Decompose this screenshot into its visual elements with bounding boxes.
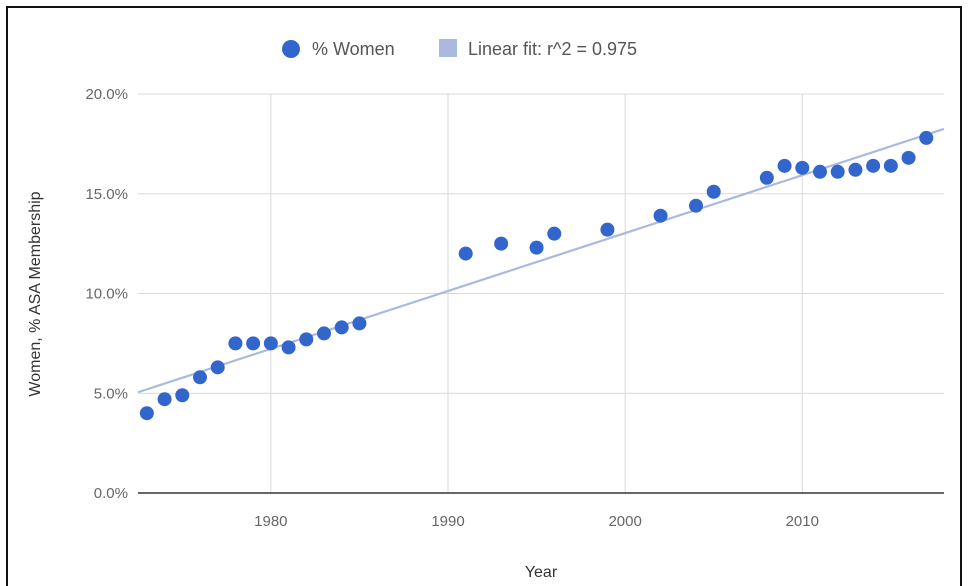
data-point: [263, 336, 278, 351]
data-point: [866, 158, 881, 173]
data-point: [352, 316, 367, 331]
data-point: [901, 150, 916, 165]
data-point: [600, 222, 615, 237]
y-axis-title: Women, % ASA Membership: [27, 191, 44, 396]
data-point: [813, 164, 827, 179]
data-point: [848, 162, 863, 177]
data-point: [653, 208, 668, 223]
grid-lines: [138, 93, 944, 493]
data-point: [458, 246, 473, 261]
y-tick-label: 15.0%: [85, 186, 128, 203]
data-point: [689, 198, 703, 213]
axes: 0.0% 5.0% 10.0% 15.0% 20.0% 1980 1990 2000 2010: [85, 86, 944, 530]
data-point: [529, 240, 544, 255]
data-point: [299, 332, 314, 347]
data-point: [777, 158, 792, 173]
data-point: [210, 360, 225, 375]
data-point: [157, 392, 172, 407]
legend-label-women: % Women: [312, 39, 395, 59]
data-point: [494, 236, 509, 251]
data-point: [706, 184, 721, 199]
data-point: [919, 130, 934, 145]
data-point: [795, 160, 810, 175]
x-tick-label: 1990: [431, 513, 464, 530]
x-tick-label: 1980: [254, 513, 287, 530]
data-point: [193, 370, 207, 385]
y-tick-label: 0.0%: [94, 485, 128, 502]
x-axis-title: Year: [525, 564, 558, 580]
data-point: [139, 406, 154, 421]
data-point: [547, 226, 562, 241]
data-point: [175, 388, 190, 403]
y-tick-label: 20.0%: [85, 86, 128, 103]
data-point: [759, 170, 774, 185]
data-point: [830, 164, 845, 179]
y-tick-label: 5.0%: [94, 385, 128, 402]
legend-marker-women: [282, 40, 300, 58]
legend: % Women Linear fit: r^2 = 0.975: [282, 39, 637, 59]
legend-label-linear-fit: Linear fit: r^2 = 0.975: [468, 39, 637, 59]
data-point: [883, 158, 898, 173]
data-point: [334, 320, 349, 335]
data-point: [317, 326, 331, 341]
legend-marker-linear-fit: [439, 39, 457, 57]
data-points: [139, 130, 934, 421]
data-point: [281, 340, 296, 355]
y-tick-label: 10.0%: [85, 286, 128, 303]
data-point: [246, 336, 261, 351]
x-tick-label: 2010: [786, 513, 819, 530]
data-point: [228, 336, 243, 351]
x-tick-label: 2000: [608, 513, 641, 530]
